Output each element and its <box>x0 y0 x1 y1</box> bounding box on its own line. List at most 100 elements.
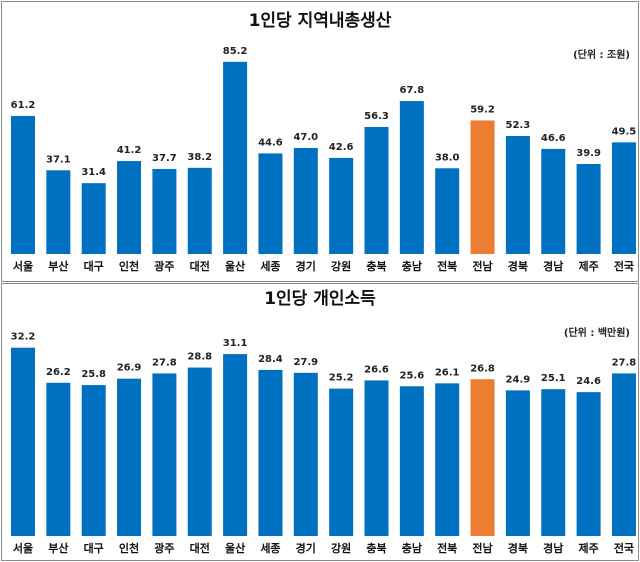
personal-income-chart: 1인당 개인소득 (단위 : 백만원) 32.2 서울 26.2 부산 25.8 대구 26.9… <box>1 283 639 561</box>
bar-경북 <box>505 136 530 254</box>
value-label: 26.9 <box>117 363 142 374</box>
value-label: 39.9 <box>576 148 601 159</box>
bar-제주 <box>576 163 601 254</box>
value-label: 25.2 <box>329 373 354 384</box>
value-label: 25.8 <box>81 369 106 380</box>
category-label: 전북 <box>437 541 457 555</box>
value-label: 27.8 <box>612 357 637 368</box>
value-label: 56.3 <box>364 111 389 122</box>
value-label: 28.8 <box>187 352 212 363</box>
value-label: 38.0 <box>435 152 460 163</box>
value-label: 32.2 <box>11 332 36 343</box>
category-label: 울산 <box>225 259 245 273</box>
category-label: 전남 <box>472 259 492 273</box>
category-label: 경북 <box>508 259 528 273</box>
bar-전남 <box>470 120 495 254</box>
category-label: 전국 <box>614 541 634 555</box>
bar-충북 <box>364 126 389 254</box>
category-label: 강원 <box>331 259 351 273</box>
category-label: 전남 <box>472 541 492 555</box>
category-label: 충남 <box>402 259 422 273</box>
bar-제주 <box>576 392 601 536</box>
category-label: 광주 <box>154 542 174 555</box>
value-label: 42.6 <box>329 142 354 153</box>
bar-경남 <box>541 389 566 536</box>
bar-광주 <box>152 373 177 536</box>
value-label: 26.8 <box>470 363 495 374</box>
value-label: 38.2 <box>187 152 212 163</box>
value-label: 61.2 <box>11 100 36 111</box>
value-label: 24.9 <box>506 374 531 385</box>
category-label: 부산 <box>48 259 68 273</box>
bar-대구 <box>81 385 106 536</box>
category-label: 서울 <box>13 259 33 273</box>
bar-강원 <box>329 157 354 254</box>
category-label: 충북 <box>366 259 386 273</box>
unit-label: (단위 : 조원) <box>573 48 630 61</box>
bar-인천 <box>117 378 142 536</box>
value-label: 46.6 <box>541 133 566 144</box>
bar-경기 <box>293 147 318 254</box>
category-label: 경기 <box>296 541 316 555</box>
bar-부산 <box>46 170 71 254</box>
bar-울산 <box>223 354 248 536</box>
bar-부산 <box>46 382 71 536</box>
bar-충남 <box>399 101 424 254</box>
value-label: 26.6 <box>364 364 389 375</box>
value-label: 85.2 <box>223 46 248 57</box>
category-label: 충남 <box>402 541 422 555</box>
category-label: 대전 <box>190 259 210 273</box>
bar-경남 <box>541 148 566 254</box>
value-label: 27.8 <box>152 357 177 368</box>
value-label: 49.5 <box>612 126 637 137</box>
category-label: 세종 <box>260 259 280 273</box>
bar-대전 <box>187 167 212 254</box>
gdp-per-capita-chart: 1인당 지역내총생산 (단위 : 조원) 61.2 서울 37.1 부산 31.4 대구 41.… <box>1 1 639 282</box>
value-label: 31.4 <box>81 167 106 178</box>
bar-대구 <box>81 183 106 254</box>
bar-충남 <box>399 386 424 536</box>
category-label: 부산 <box>48 541 68 555</box>
category-label: 전국 <box>614 259 634 273</box>
category-label: 인천 <box>119 259 139 273</box>
unit-label: (단위 : 백만원) <box>564 326 630 339</box>
bar-세종 <box>258 153 283 254</box>
chart-title: 1인당 지역내총생산 <box>249 11 392 31</box>
bar-광주 <box>152 168 177 254</box>
category-label: 경북 <box>508 541 528 555</box>
category-label: 전북 <box>437 259 457 273</box>
category-label: 강원 <box>331 541 351 555</box>
category-label: 인천 <box>119 541 139 555</box>
category-label: 충북 <box>366 541 386 555</box>
value-label: 31.1 <box>223 338 248 349</box>
chart-title: 1인당 개인소득 <box>264 289 376 309</box>
category-label: 대구 <box>84 259 104 273</box>
value-label: 41.2 <box>117 145 142 156</box>
value-label: 28.4 <box>258 354 283 365</box>
category-label: 대구 <box>84 541 104 555</box>
bar-서울 <box>11 347 35 536</box>
bar-세종 <box>258 369 283 536</box>
category-label: 제주 <box>578 259 598 273</box>
bar-대전 <box>187 367 212 536</box>
bar-경기 <box>293 372 318 536</box>
value-label: 25.6 <box>400 370 425 381</box>
bar-강원 <box>329 388 354 536</box>
category-label: 경기 <box>296 259 316 273</box>
value-label: 26.1 <box>435 367 460 378</box>
category-label: 경남 <box>543 541 563 555</box>
bar-전남 <box>470 379 495 536</box>
category-label: 경남 <box>543 259 563 273</box>
bar-전북 <box>435 168 460 254</box>
bar-전북 <box>435 383 460 536</box>
value-label: 37.1 <box>46 154 71 165</box>
category-label: 제주 <box>578 541 598 555</box>
value-label: 37.7 <box>152 153 177 164</box>
value-label: 25.1 <box>541 373 566 384</box>
bar-경북 <box>505 390 530 536</box>
category-label: 광주 <box>154 260 174 273</box>
value-label: 26.2 <box>46 367 71 378</box>
value-label: 67.8 <box>400 85 425 96</box>
value-label: 44.6 <box>258 137 283 148</box>
bar-전국 <box>611 373 636 536</box>
